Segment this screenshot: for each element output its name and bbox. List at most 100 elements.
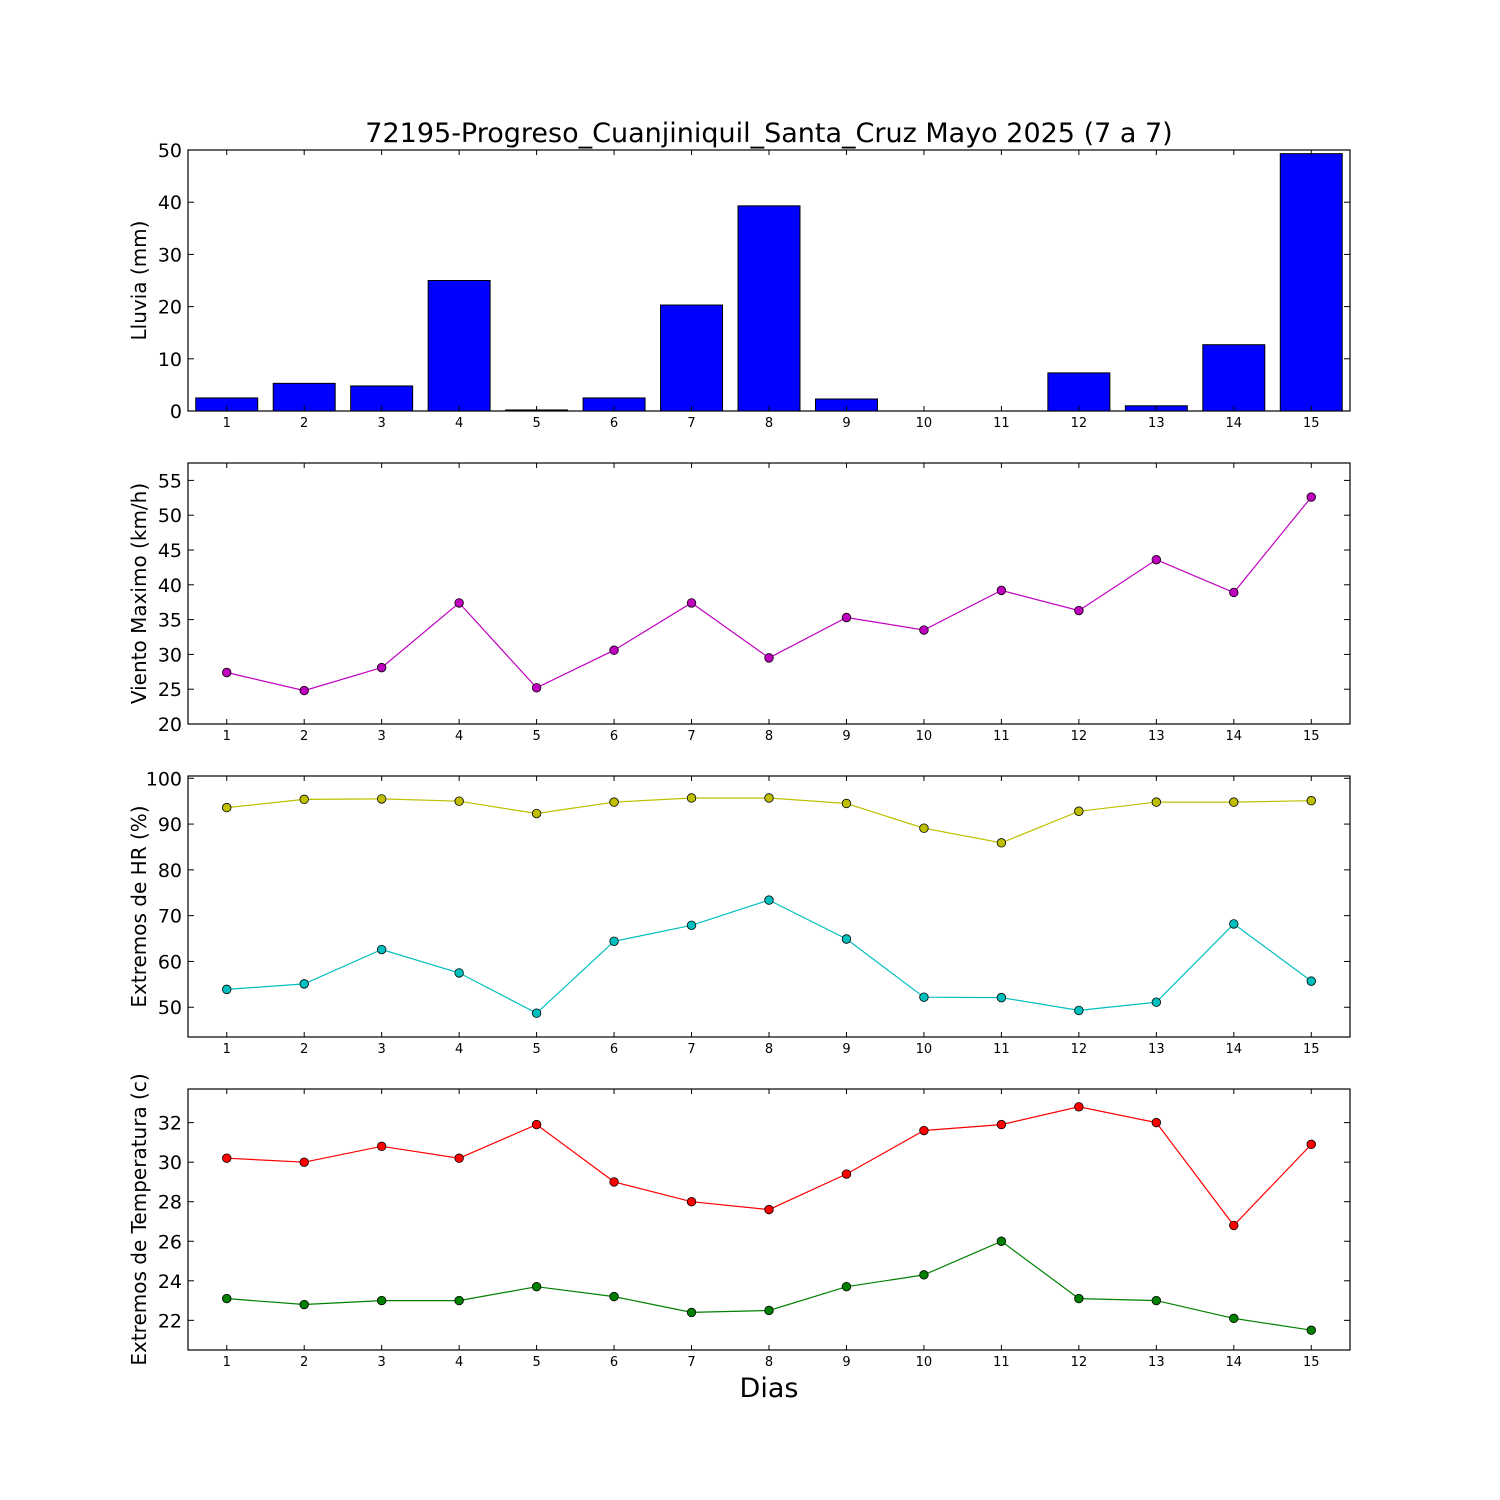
x-tick-label: 14 — [1226, 1042, 1243, 1057]
data-point — [1229, 797, 1239, 807]
y-tick-label: 50 — [158, 140, 182, 162]
x-tick-label: 4 — [455, 1042, 463, 1057]
x-tick-label: 14 — [1226, 729, 1243, 744]
data-point — [996, 1236, 1007, 1246]
x-tick-label: 4 — [455, 416, 463, 431]
y-tick-label: 0 — [170, 401, 182, 423]
data-point — [764, 895, 774, 905]
data-point — [454, 598, 464, 608]
y-axis-label: Viento Maximo (km/h) — [127, 483, 151, 704]
data-point — [609, 645, 619, 655]
x-tick-label: 11 — [993, 1355, 1010, 1370]
data-point — [996, 1119, 1007, 1130]
y-tick-label: 90 — [158, 814, 182, 836]
y-tick-label: 50 — [158, 505, 182, 527]
x-tick-label: 12 — [1071, 729, 1088, 744]
y-tick-label: 30 — [158, 1152, 182, 1174]
y-tick-label: 20 — [158, 714, 182, 736]
data-point — [1306, 1325, 1316, 1335]
x-tick-label: 10 — [916, 416, 933, 431]
x-tick-label: 15 — [1303, 1355, 1320, 1370]
y-tick-label: 100 — [146, 768, 182, 790]
x-tick-label: 6 — [610, 1042, 618, 1057]
data-point — [1229, 587, 1239, 598]
x-tick-label: 12 — [1071, 1355, 1088, 1370]
data-point — [1306, 976, 1316, 986]
data-point — [1229, 919, 1239, 929]
data-point — [1074, 605, 1084, 616]
data-point — [1306, 492, 1316, 502]
plot-frame — [187, 462, 1351, 725]
y-tick-label: 70 — [158, 906, 182, 928]
x-tick-label: 3 — [378, 1355, 386, 1370]
data-point — [299, 979, 309, 989]
y-tick-label: 28 — [158, 1192, 182, 1214]
data-point — [686, 793, 697, 803]
data-point — [531, 1119, 542, 1130]
y-tick-label: 40 — [158, 575, 182, 597]
data-point — [609, 1177, 619, 1187]
data-point — [376, 1295, 387, 1306]
panel-2: 1 2 3 4 5 6 7 8 9 10 11 12 13 14 152025303540455055Vie… — [127, 462, 1351, 744]
x-tick-label: 4 — [455, 729, 463, 744]
data-point — [299, 1157, 309, 1167]
data-point — [222, 802, 232, 813]
x-tick-label: 8 — [765, 1355, 773, 1370]
x-tick-label: 3 — [378, 1042, 386, 1057]
x-tick-label: 7 — [687, 729, 695, 744]
bar — [660, 304, 724, 412]
x-tick-label: 13 — [1148, 729, 1165, 744]
data-point — [531, 683, 542, 693]
data-point — [1074, 1293, 1084, 1304]
y-tick-label: 25 — [158, 679, 182, 701]
data-point — [1151, 997, 1162, 1007]
data-point — [841, 612, 852, 623]
y-tick-label: 35 — [158, 610, 182, 632]
x-tick-label: 11 — [993, 416, 1010, 431]
y-tick-label: 30 — [158, 644, 182, 666]
y-tick-label: 20 — [158, 297, 182, 319]
x-tick-label: 3 — [378, 729, 386, 744]
data-point — [531, 1282, 542, 1292]
data-point — [1074, 806, 1084, 816]
data-point — [1074, 1102, 1084, 1112]
y-tick-label: 10 — [158, 349, 182, 371]
data-point — [609, 797, 619, 807]
x-tick-label: 8 — [765, 729, 773, 744]
bar — [1202, 344, 1266, 412]
bar — [737, 205, 801, 412]
y-tick-label: 26 — [158, 1231, 182, 1253]
y-axis-label: Extremos de Temperatura (c) — [127, 1073, 151, 1365]
x-tick-label: 5 — [532, 1355, 540, 1370]
data-point — [841, 1169, 852, 1179]
x-tick-label: 2 — [300, 729, 308, 744]
data-point — [764, 653, 774, 663]
x-tick-label: 6 — [610, 729, 618, 744]
data-point — [299, 1299, 309, 1310]
data-point — [686, 1197, 697, 1207]
data-point — [1151, 797, 1162, 807]
data-point — [764, 1305, 774, 1316]
chart-title: 72195-Progreso_Cuanjiniquil_Santa_Cruz M… — [365, 118, 1172, 149]
x-tick-label: 15 — [1303, 416, 1320, 431]
data-point — [222, 1293, 232, 1304]
data-point — [376, 1141, 387, 1152]
x-tick-label: 9 — [842, 416, 850, 431]
x-tick-label: 11 — [993, 729, 1010, 744]
data-point — [454, 1295, 464, 1306]
data-point — [919, 823, 929, 833]
x-tick-label: 8 — [765, 416, 773, 431]
x-axis-label: Dias — [740, 1373, 799, 1404]
data-point — [376, 944, 387, 955]
bar — [1279, 153, 1343, 412]
y-axis-label: Extremos de HR (%) — [127, 805, 151, 1007]
series-line — [226, 1240, 1312, 1331]
x-tick-label: 1 — [223, 1355, 231, 1370]
x-tick-label: 9 — [842, 1355, 850, 1370]
y-tick-label: 80 — [158, 860, 182, 882]
data-point — [454, 968, 464, 978]
y-tick-label: 40 — [158, 192, 182, 214]
y-axis-label: Lluvia (mm) — [127, 221, 151, 341]
